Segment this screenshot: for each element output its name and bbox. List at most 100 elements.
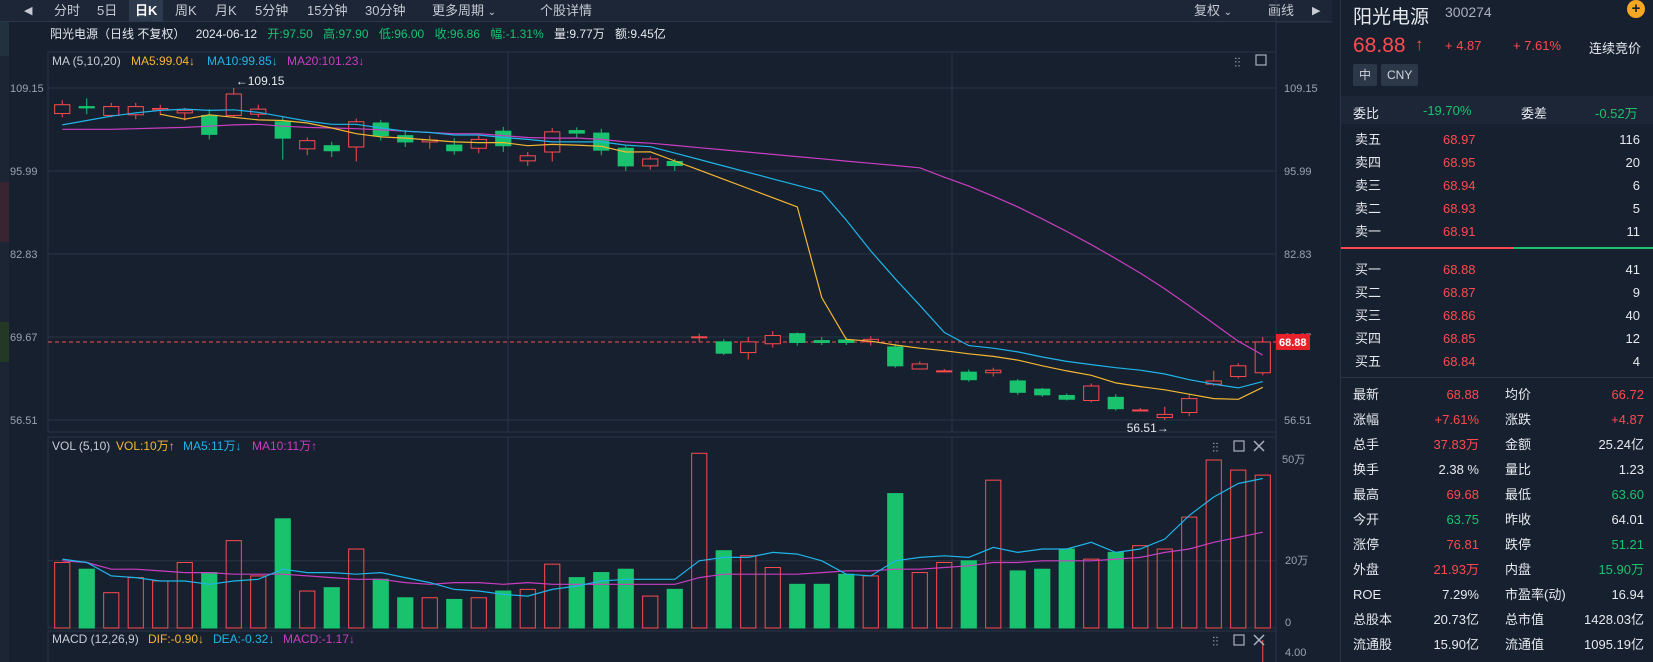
bids-row[interactable]: 买三 68.86 40 <box>1341 305 1653 327</box>
stat-value: 15.90亿 <box>1433 637 1479 652</box>
candle[interactable] <box>740 336 757 360</box>
tab-weekly-k[interactable]: 周K <box>175 3 197 18</box>
bids-row[interactable]: 买五 68.84 4 <box>1341 351 1653 373</box>
candle[interactable] <box>250 104 267 118</box>
nav-right-icon[interactable]: ▶ <box>1312 5 1321 17</box>
candle-body <box>274 121 291 139</box>
tab-5day[interactable]: 5日 <box>97 3 118 18</box>
asks-volume: 6 <box>1632 178 1640 193</box>
tab-fenshi[interactable]: 分时 <box>54 3 81 18</box>
candle[interactable] <box>1107 394 1124 411</box>
volume-bar <box>764 567 781 629</box>
fuquan-dropdown[interactable]: 复权 ⌄ <box>1194 0 1232 22</box>
candle[interactable] <box>642 156 659 170</box>
candle[interactable] <box>1034 387 1051 397</box>
tab-daily-k[interactable]: 日K <box>129 0 164 22</box>
candle[interactable] <box>1058 393 1075 401</box>
grid-layer: 109.15109.1595.9995.9982.8382.8369.6769.… <box>10 0 1332 662</box>
candle[interactable] <box>225 88 242 118</box>
candle[interactable] <box>54 100 71 118</box>
copy-icon[interactable] <box>1233 440 1245 452</box>
asks-row[interactable]: 卖三 68.94 6 <box>1341 175 1653 197</box>
nav-left-icon[interactable]: ◀ <box>24 5 33 17</box>
volume-bar <box>568 577 585 629</box>
tab-30min[interactable]: 30分钟 <box>365 3 406 18</box>
candle[interactable] <box>103 102 120 118</box>
candle[interactable] <box>495 126 512 153</box>
close-icon[interactable] <box>1253 440 1265 452</box>
close-icon[interactable] <box>1253 634 1265 646</box>
draw-line-button[interactable]: 画线 <box>1268 3 1295 18</box>
candle[interactable] <box>985 367 1002 377</box>
bids-level-label: 买五 <box>1355 354 1382 369</box>
bids-row[interactable]: 买一 68.88 41 <box>1341 259 1653 281</box>
vol-ma10-line <box>62 531 1263 585</box>
tab-monthly-k[interactable]: 月K <box>215 3 237 18</box>
candle[interactable] <box>470 134 487 154</box>
candle[interactable] <box>78 98 95 115</box>
candle[interactable] <box>1132 408 1149 412</box>
macd-panel-tools: ⫶⫶ <box>1212 634 1265 649</box>
candle[interactable] <box>764 331 781 348</box>
candle-body <box>78 106 95 109</box>
asks-row[interactable]: 卖二 68.93 5 <box>1341 198 1653 220</box>
stat-value: 21.93万 <box>1433 562 1479 577</box>
candle[interactable] <box>960 369 977 382</box>
candle[interactable] <box>1254 336 1271 376</box>
candle[interactable] <box>446 138 463 155</box>
volume-layer <box>54 452 1271 662</box>
candle[interactable] <box>274 116 291 160</box>
price-tick-right: 56.51 <box>1284 415 1312 427</box>
asks-row[interactable]: 卖四 68.95 20 <box>1341 152 1653 174</box>
settings-icon[interactable]: ⫶⫶ <box>1234 55 1241 70</box>
candle-body <box>960 371 977 381</box>
candle[interactable] <box>1230 363 1247 379</box>
bids-row[interactable]: 买二 68.87 9 <box>1341 282 1653 304</box>
candle[interactable] <box>715 339 732 356</box>
candle[interactable] <box>887 343 904 368</box>
candle[interactable] <box>911 361 928 370</box>
tab-15min[interactable]: 15分钟 <box>307 3 348 18</box>
candle[interactable] <box>1156 406 1173 420</box>
asks-row[interactable]: 卖一 68.91 11 <box>1341 221 1653 243</box>
candle[interactable] <box>568 127 585 138</box>
settings-icon[interactable]: ⫶⫶ <box>1212 634 1219 649</box>
candle[interactable] <box>789 332 806 346</box>
candle[interactable] <box>323 141 340 158</box>
candle[interactable] <box>201 109 218 140</box>
stat-value: 69.68 <box>1446 487 1479 502</box>
min-price-marker: 56.51→ <box>1127 421 1169 435</box>
copy-icon[interactable] <box>1255 54 1267 66</box>
quote-stock-code: 300274 <box>1445 4 1492 20</box>
bids-row[interactable]: 买四 68.85 12 <box>1341 328 1653 350</box>
candle-body <box>813 340 830 343</box>
candle[interactable] <box>176 107 193 121</box>
asks-row[interactable]: 卖五 68.97 116 <box>1341 129 1653 151</box>
stock-detail-link[interactable]: 个股详情 <box>540 3 593 18</box>
settings-icon[interactable]: ⫶⫶ <box>1212 440 1219 455</box>
kline-chart[interactable]: 109.15109.1595.9995.9982.8382.8369.6769.… <box>0 0 1332 662</box>
vol-legend: VOL:10万↑ <box>116 439 175 453</box>
volume-bar <box>666 588 683 629</box>
candle[interactable] <box>127 102 144 120</box>
add-watchlist-icon[interactable]: + <box>1627 0 1645 18</box>
tab-5min[interactable]: 5分钟 <box>255 3 289 18</box>
stat-value: 63.60 <box>1611 487 1644 502</box>
stat-value: 20.73亿 <box>1433 612 1479 627</box>
copy-icon[interactable] <box>1233 634 1245 646</box>
candle[interactable] <box>519 152 536 166</box>
market-tag: 中 <box>1353 64 1378 86</box>
candle[interactable] <box>299 137 316 156</box>
candle[interactable] <box>1181 393 1198 417</box>
more-periods-dropdown[interactable]: 更多周期 ⌄ <box>432 0 496 22</box>
candle[interactable] <box>1083 383 1100 403</box>
candle[interactable] <box>936 368 953 373</box>
current-price-tag <box>1276 333 1310 350</box>
candle[interactable] <box>813 336 830 346</box>
candle[interactable] <box>617 145 634 171</box>
volume-bar <box>446 598 463 629</box>
candle[interactable] <box>421 135 438 149</box>
candle[interactable] <box>691 333 708 342</box>
candle[interactable] <box>1009 379 1026 395</box>
